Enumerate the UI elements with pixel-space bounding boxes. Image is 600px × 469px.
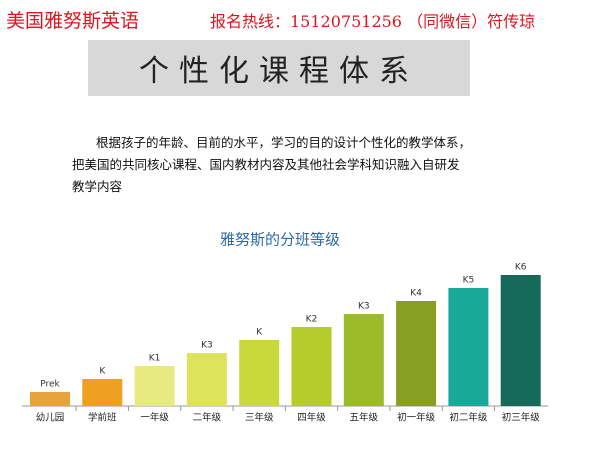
bar (396, 301, 437, 406)
level-label: K1 (149, 354, 161, 364)
x-tick-label: 五年级 (350, 412, 379, 424)
x-tick-label: 初二年级 (449, 412, 488, 424)
level-label: K4 (410, 289, 422, 299)
x-tick-label: 四年级 (297, 412, 326, 424)
chart: 雅努斯的分班等级 Prek 幼儿园 K 学前班 K1 一年级 K3 二年级 K 三年级 K2 四年级 K… (22, 231, 548, 424)
level-label: K (99, 367, 106, 377)
bar (448, 288, 489, 406)
bar (82, 379, 123, 406)
bar (186, 353, 227, 406)
x-tick-label: 幼儿园 (36, 412, 65, 424)
level-label: Prek (40, 380, 60, 390)
bar (30, 392, 70, 406)
intro-line: 根据孩子的年龄、目前的水平，学习的目的设计个性化的教学体系， (96, 135, 472, 150)
level-label: K2 (306, 315, 318, 325)
x-tick-label: 三年级 (245, 412, 274, 424)
bar (134, 366, 175, 406)
banner: 个性化课程体系 (88, 40, 470, 96)
x-tick-label: 初三年级 (502, 412, 541, 424)
level-label: K5 (463, 276, 475, 286)
bar (291, 327, 332, 406)
intro-line: 把美国的共同核心课程、国内教材内容及其他社会学科知识融入自研发 (72, 157, 460, 172)
intro: 根据孩子的年龄、目前的水平，学习的目的设计个性化的教学体系， 把美国的共同核心课… (72, 132, 532, 198)
level-label: K3 (201, 341, 213, 351)
level-label: K6 (515, 263, 527, 273)
bar (343, 314, 384, 406)
banner-title: 个性化课程体系 (139, 54, 419, 89)
brand: 美国雅努斯英语 (6, 10, 140, 32)
x-tick-label: 二年级 (193, 412, 222, 424)
contact: 报名热线：15120751256 （同微信）符传琼 (210, 12, 536, 31)
intro-line: 教学内容 (72, 179, 123, 194)
level-label: K (256, 328, 263, 338)
bar (239, 340, 280, 406)
x-tick-label: 学前班 (88, 412, 117, 424)
x-tick-label: 初一年级 (397, 412, 436, 424)
x-tick-label: 一年级 (140, 412, 169, 424)
level-label: K3 (358, 302, 370, 312)
chart-title: 雅努斯的分班等级 (220, 231, 340, 249)
bar (500, 275, 541, 406)
